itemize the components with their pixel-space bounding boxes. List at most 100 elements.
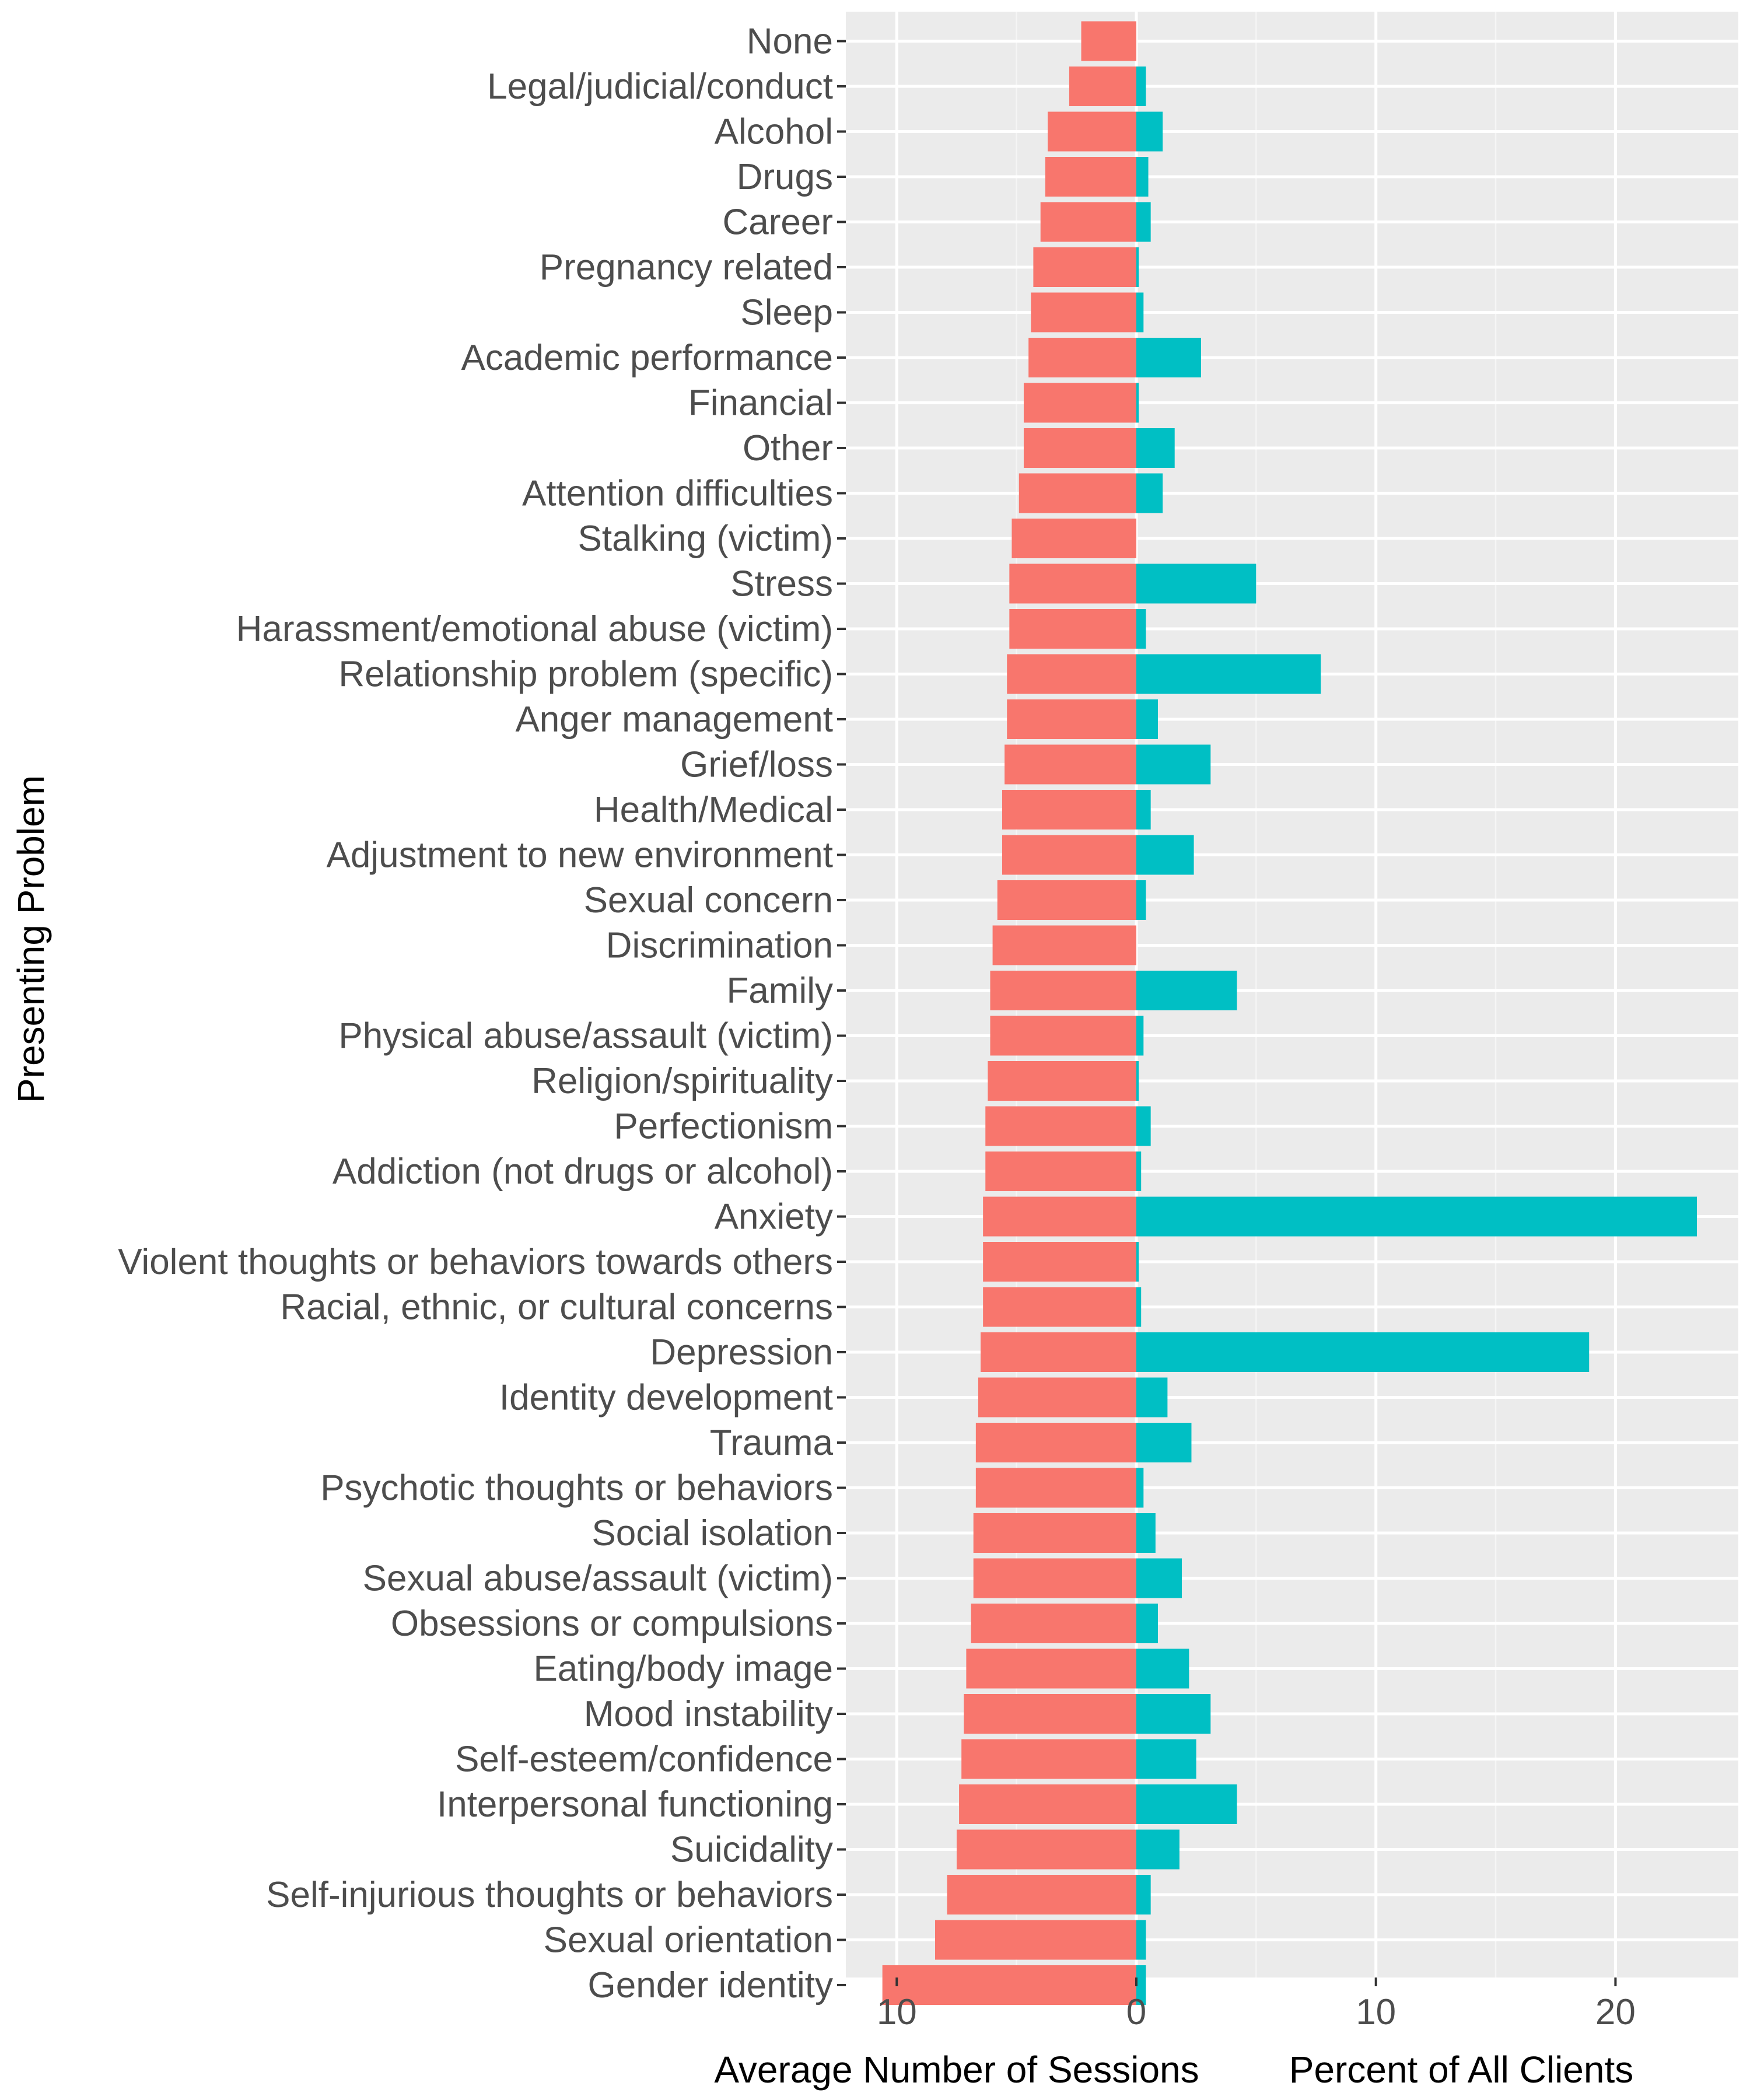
sessions-bar xyxy=(973,1558,1136,1598)
sessions-bar xyxy=(1007,699,1136,739)
sessions-bar xyxy=(985,1152,1136,1191)
category-label: Other xyxy=(743,428,833,468)
clients-bar xyxy=(1136,835,1194,875)
clients-bar xyxy=(1136,338,1201,377)
clients-bar xyxy=(1136,473,1163,513)
category-label: Alcohol xyxy=(715,112,833,152)
sessions-bar xyxy=(1019,473,1136,513)
sessions-bar xyxy=(1069,66,1136,106)
clients-bar xyxy=(1136,1061,1139,1101)
sessions-bar xyxy=(992,925,1136,965)
category-label: Legal/judicial/conduct xyxy=(487,66,833,107)
category-label: Psychotic thoughts or behaviors xyxy=(320,1468,833,1508)
sessions-bar xyxy=(1002,790,1136,830)
category-label: Obsessions or compulsions xyxy=(391,1604,833,1644)
clients-bar xyxy=(1136,1016,1144,1056)
category-label: Sexual abuse/assault (victim) xyxy=(363,1559,833,1599)
clients-bar xyxy=(1136,1152,1142,1191)
category-label: Perfectionism xyxy=(614,1107,833,1147)
sessions-bar xyxy=(1081,21,1136,61)
category-label: Interpersonal functioning xyxy=(437,1784,833,1825)
sessions-bar xyxy=(971,1604,1136,1643)
clients-bar xyxy=(1136,654,1321,694)
x-axis-title-left: Average Number of Sessions xyxy=(714,2049,1199,2091)
category-label: Stress xyxy=(730,564,833,604)
sessions-bar xyxy=(978,1377,1136,1418)
clients-bar xyxy=(1136,1106,1151,1146)
sessions-bar xyxy=(964,1694,1136,1734)
category-label: Physical abuse/assault (victim) xyxy=(338,1016,833,1056)
category-label: Religion/spirituality xyxy=(531,1061,833,1101)
clients-bar xyxy=(1136,1332,1590,1372)
category-label: Adjustment to new environment xyxy=(327,835,833,876)
sessions-bar xyxy=(1012,519,1136,558)
sessions-bar xyxy=(990,1016,1136,1056)
sessions-bar xyxy=(1031,292,1136,332)
x-axis-labels: 10 0 10 20 xyxy=(877,1992,1636,2032)
clients-bar xyxy=(1136,1242,1139,1282)
clients-bar xyxy=(1136,1513,1156,1553)
sessions-bar xyxy=(1033,247,1136,287)
y-axis-ticks xyxy=(837,40,846,1986)
category-label: Addiction (not drugs or alcohol) xyxy=(332,1152,833,1192)
sessions-bar xyxy=(973,1513,1136,1553)
category-label: Eating/body image xyxy=(533,1649,833,1689)
category-label: Racial, ethnic, or cultural concerns xyxy=(280,1287,833,1328)
sessions-bar xyxy=(1040,202,1136,242)
sessions-bar xyxy=(1009,609,1136,649)
y-axis-title: Presenting Problem xyxy=(10,775,52,1103)
sessions-bar xyxy=(1023,383,1136,423)
clients-bar xyxy=(1136,971,1237,1010)
clients-bar xyxy=(1136,1875,1151,1915)
x-axis-title-right: Percent of All Clients xyxy=(1289,2049,1634,2091)
clients-bar xyxy=(1136,1377,1168,1418)
category-label: Trauma xyxy=(710,1423,834,1463)
category-label: Career xyxy=(722,202,833,243)
clients-bar xyxy=(1136,1468,1144,1508)
category-label: None xyxy=(747,22,833,62)
clients-bar xyxy=(1136,1694,1211,1734)
category-label: Pregnancy related xyxy=(540,247,833,288)
category-label: Harassment/emotional abuse (victim) xyxy=(236,609,833,649)
clients-bar xyxy=(1136,1604,1158,1643)
sessions-bar xyxy=(1007,654,1136,694)
clients-bar xyxy=(1136,111,1163,152)
clients-bar xyxy=(1136,1739,1196,1779)
category-label: Depression xyxy=(650,1332,833,1373)
clients-bar xyxy=(1136,202,1151,242)
sessions-bar xyxy=(981,1332,1136,1372)
clients-bar xyxy=(1136,1965,1146,2005)
category-label: Grief/loss xyxy=(680,745,833,785)
sessions-bar xyxy=(990,971,1136,1010)
clients-bar xyxy=(1136,564,1256,604)
x-tick-label: 10 xyxy=(1356,1992,1396,2032)
category-label: Discrimination xyxy=(606,926,833,966)
clients-bar xyxy=(1136,428,1175,468)
clients-bar xyxy=(1136,1196,1698,1237)
x-tick-label: 0 xyxy=(1126,1992,1146,2032)
category-label: Anger management xyxy=(515,699,833,740)
category-label: Sexual concern xyxy=(584,880,833,921)
clients-bar xyxy=(1136,1423,1192,1462)
clients-bar xyxy=(1136,609,1146,649)
category-label: Gender identity xyxy=(588,1965,833,2006)
category-label: Financial xyxy=(688,383,833,424)
clients-bar xyxy=(1136,1287,1142,1327)
sessions-bar xyxy=(997,880,1136,920)
sessions-bar xyxy=(1005,744,1136,785)
sessions-bar xyxy=(1028,338,1136,377)
sessions-bar xyxy=(988,1061,1136,1101)
category-label: Suicidality xyxy=(670,1830,833,1870)
sessions-bar xyxy=(985,1106,1136,1146)
clients-bar xyxy=(1136,880,1146,920)
category-label: Health/Medical xyxy=(594,790,833,830)
sessions-bar xyxy=(983,1287,1136,1327)
clients-bar xyxy=(1136,1648,1189,1689)
sessions-bars xyxy=(882,21,1136,2005)
category-label: Violent thoughts or behaviors towards ot… xyxy=(118,1242,833,1282)
category-label: Mood instability xyxy=(584,1694,833,1734)
clients-bar xyxy=(1136,157,1149,197)
category-label: Family xyxy=(726,971,833,1011)
category-label: Anxiety xyxy=(715,1197,833,1237)
